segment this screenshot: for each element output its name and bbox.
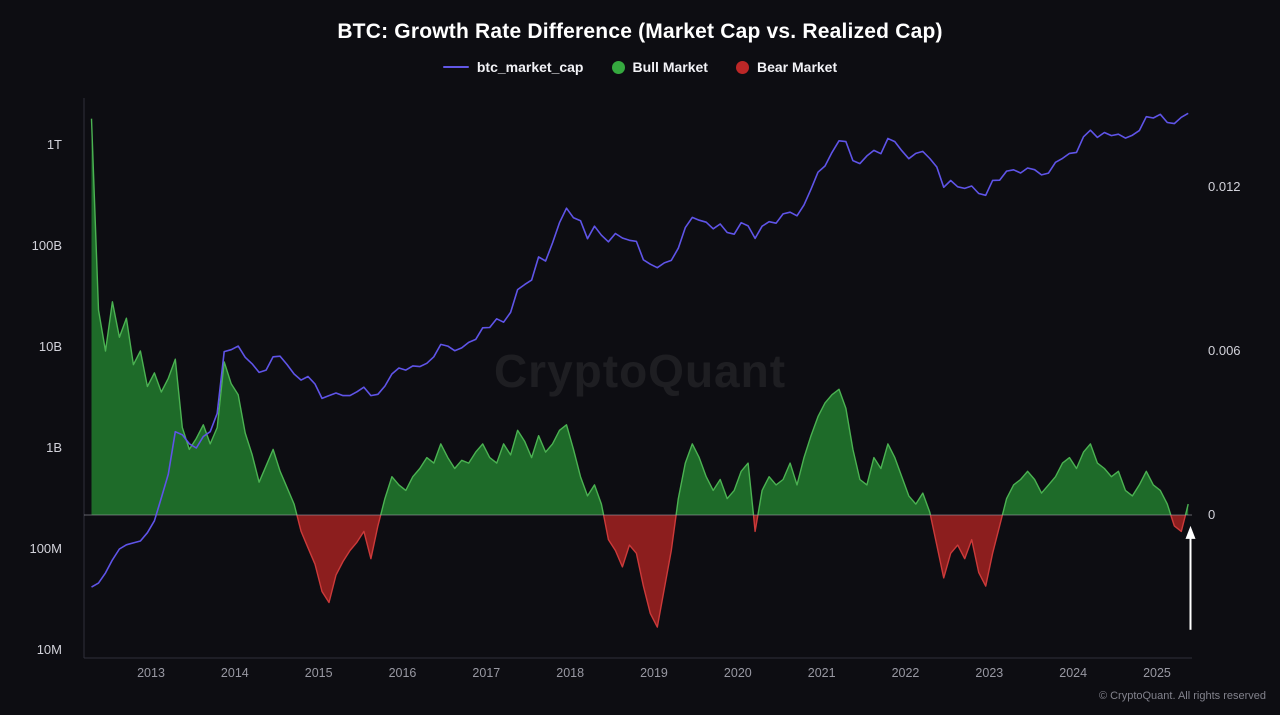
bear-edge <box>602 514 677 628</box>
y-tick-left: 1T <box>46 137 62 152</box>
dot-swatch-icon <box>735 60 749 74</box>
legend: btc_market_cap Bull Market Bear Market <box>0 59 1280 75</box>
bull-area <box>91 118 297 515</box>
y-tick-left: 10M <box>36 642 62 657</box>
legend-label: Bear Market <box>756 59 838 75</box>
bull-edge <box>757 388 932 516</box>
bear-edge <box>752 514 759 533</box>
annotation-arrow-head-icon <box>1185 525 1196 539</box>
bull-area <box>676 443 754 515</box>
bull-edge <box>90 118 298 516</box>
y-tick-left: 10B <box>38 339 62 354</box>
bear-edge <box>296 514 382 604</box>
legend-label: btc_market_cap <box>476 59 584 75</box>
bull-edge <box>675 443 755 516</box>
y-tick-left: 1B <box>46 440 62 455</box>
bull-edge <box>1184 503 1189 516</box>
y-tick-right: 0.006 <box>1208 343 1241 358</box>
right-axis: 0.012 0.006 0 <box>1208 0 1278 715</box>
bear-area <box>930 515 1003 587</box>
bull-edge <box>1001 443 1172 516</box>
legend-item-btc-market-cap[interactable]: btc_market_cap <box>442 59 584 75</box>
left-axis: 1T 100B 10B 1B 100M 10M <box>0 0 62 715</box>
dot-swatch-icon <box>611 60 625 74</box>
market-cap-line <box>91 112 1189 588</box>
page-title: BTC: Growth Rate Difference (Market Cap … <box>337 20 943 43</box>
bear-area <box>603 515 677 628</box>
bull-area <box>380 424 604 515</box>
legend-item-bull-market[interactable]: Bull Market <box>611 59 708 75</box>
y-tick-left: 100M <box>29 541 62 556</box>
y-tick-right: 0 <box>1208 507 1216 522</box>
bear-area <box>296 515 381 603</box>
bull-area <box>1002 443 1171 515</box>
bull-edge <box>380 424 605 516</box>
bull-area <box>757 389 931 515</box>
bear-edge <box>929 514 1004 587</box>
legend-item-bear-market[interactable]: Bear Market <box>735 59 838 75</box>
y-tick-left: 100B <box>31 238 62 253</box>
copyright: © CryptoQuant. All rights reserved <box>1098 690 1266 702</box>
y-tick-right: 0.012 <box>1208 179 1241 194</box>
legend-label: Bull Market <box>632 59 708 75</box>
bear-edge <box>1170 514 1187 533</box>
line-swatch-icon <box>442 66 469 68</box>
